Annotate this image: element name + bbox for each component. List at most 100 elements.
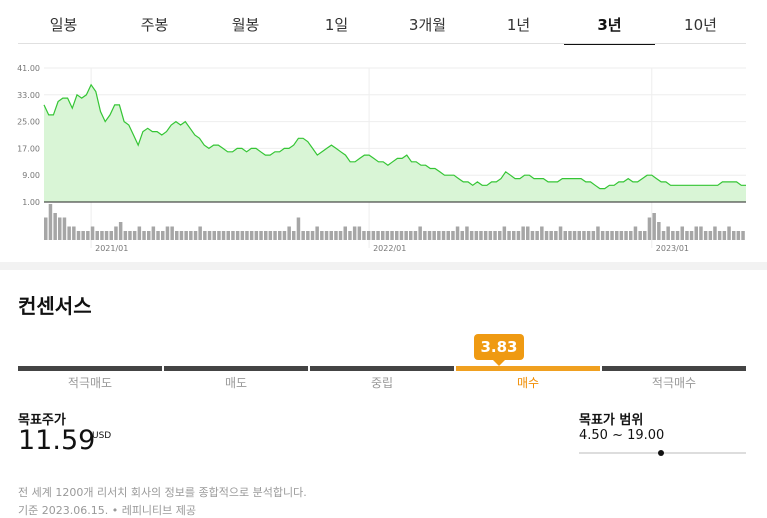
volume-bar — [217, 231, 221, 240]
volume-bar — [357, 226, 362, 240]
target-range-marker — [658, 450, 664, 456]
volume-bar — [366, 231, 371, 240]
volume-bar — [395, 231, 399, 240]
tab-10y[interactable]: 10년 — [684, 16, 717, 34]
volume-bar — [142, 231, 146, 240]
volume-bar — [741, 231, 745, 240]
volume-bar — [86, 231, 90, 240]
volume-bar — [179, 231, 184, 240]
volume-bar — [685, 231, 689, 240]
volume-bar — [703, 231, 708, 240]
volume-bar — [544, 231, 549, 240]
tab-1d[interactable]: 1일 — [324, 16, 349, 34]
tab-daily[interactable]: 일봉 — [49, 16, 78, 34]
y-tick-label: 9.00 — [22, 171, 40, 180]
x-tick-label: 2023/01 — [656, 244, 689, 253]
volume-bar — [62, 217, 67, 240]
scale-seg-sell — [164, 366, 308, 371]
volume-bar — [404, 231, 408, 240]
volume-bar — [48, 204, 53, 240]
volume-bar — [432, 231, 436, 240]
volume-bar — [657, 222, 661, 240]
volume-bar — [427, 231, 432, 240]
x-tick-label: 2022/01 — [373, 244, 406, 253]
volume-bar — [189, 231, 193, 240]
volume-bar — [254, 231, 259, 240]
volume-bar — [413, 231, 418, 240]
volume-bar — [633, 226, 638, 240]
volume-bar — [409, 231, 413, 240]
volume-bar — [694, 226, 698, 240]
volume-bar — [58, 217, 62, 240]
tab-3y[interactable]: 3년 — [564, 8, 655, 45]
volume-bar — [713, 226, 717, 240]
volume-bar — [301, 231, 305, 240]
volume-bar — [212, 231, 216, 240]
volume-bar — [610, 231, 614, 240]
tab-3m[interactable]: 3개월 — [408, 16, 447, 34]
scale-label-strong-sell: 적극매도 — [67, 376, 113, 390]
volume-bar — [147, 231, 151, 240]
consensus-note: 전 세계 1200개 리서치 회사의 정보를 종합적으로 분석합니다. — [18, 486, 307, 499]
target-price-unit: USD — [92, 431, 112, 441]
volume-bar — [114, 226, 118, 240]
rating-scale — [18, 366, 746, 371]
volume-bar — [722, 231, 727, 240]
volume-bar — [652, 213, 656, 240]
volume-bar — [184, 231, 188, 240]
volume-bar — [596, 226, 600, 240]
volume-bar — [605, 231, 610, 240]
volume-bar — [104, 231, 109, 240]
volume-bar — [465, 226, 469, 240]
volume-bar — [507, 231, 511, 240]
volume-bar — [362, 231, 366, 240]
volume-bar — [338, 231, 343, 240]
volume-bar — [530, 231, 535, 240]
volume-bar — [175, 231, 179, 240]
volume-bar — [53, 213, 57, 240]
volume-bar — [549, 231, 553, 240]
volume-bar — [647, 217, 652, 240]
volume-bar — [423, 231, 427, 240]
volume-bar — [348, 231, 352, 240]
volume-bar — [586, 231, 591, 240]
volume-bar — [638, 231, 642, 240]
scale-label-hold: 중립 — [370, 376, 394, 390]
volume-bar — [118, 222, 123, 240]
volume-bar — [558, 226, 563, 240]
tabs-divider — [18, 43, 746, 44]
volume-bar — [680, 226, 684, 240]
volume-bar — [371, 231, 376, 240]
volume-bar — [100, 231, 104, 240]
volume-bar — [249, 231, 254, 240]
volume-bar — [376, 231, 380, 240]
volume-bar — [708, 231, 713, 240]
price-area — [44, 84, 746, 202]
volume-bar — [352, 226, 357, 240]
volume-bar — [736, 231, 741, 240]
volume-bar — [156, 231, 160, 240]
scale-label-buy: 매수 — [516, 376, 540, 390]
scale-label-strong-buy: 적극매수 — [651, 376, 697, 390]
volume-bar — [109, 231, 113, 240]
volume-bar — [296, 217, 301, 240]
y-tick-label: 25.00 — [17, 118, 40, 127]
volume-bar — [441, 231, 446, 240]
scale-seg-buy — [456, 366, 600, 371]
volume-bar — [600, 231, 605, 240]
consensus-source: 기준 2023.06.15. • 레피니티브 제공 — [18, 504, 197, 517]
tab-1y[interactable]: 1년 — [506, 16, 531, 34]
volume-bar — [619, 231, 624, 240]
tab-weekly[interactable]: 주봉 — [140, 16, 169, 34]
target-range-label: 목표가 범위 — [579, 413, 644, 428]
volume-bar — [469, 231, 474, 240]
volume-bar — [488, 231, 493, 240]
volume-bar — [399, 231, 404, 240]
volume-bar — [310, 231, 315, 240]
scale-seg-strong-buy — [602, 366, 746, 371]
target-range-value: 4.50 ~ 19.00 — [579, 428, 665, 443]
tab-monthly[interactable]: 월봉 — [231, 16, 260, 34]
volume-bar — [479, 231, 483, 240]
volume-bar — [699, 226, 703, 240]
volume-bar — [44, 217, 48, 240]
